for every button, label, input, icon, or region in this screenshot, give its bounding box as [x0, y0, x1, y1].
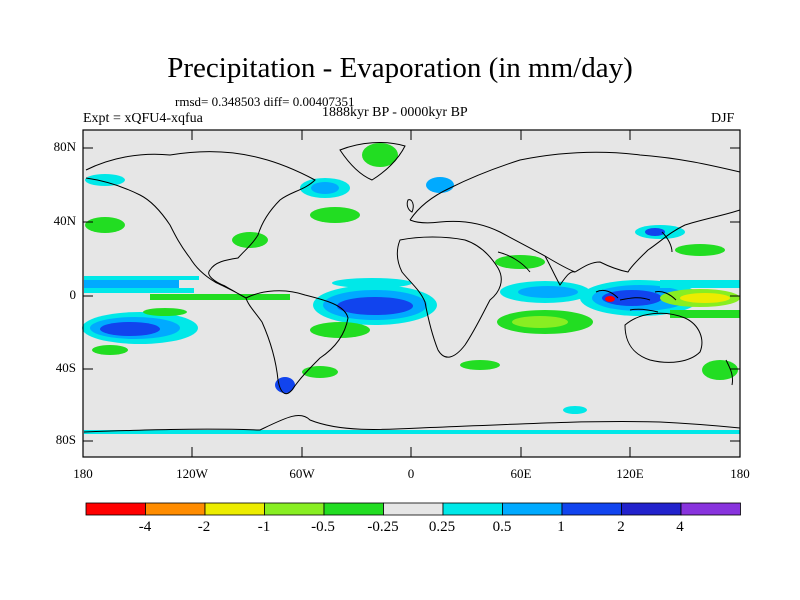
patch-south-pacific-core: [100, 322, 160, 336]
patch-south-pacific-green: [143, 308, 187, 316]
colorbar-label: -4: [138, 519, 152, 535]
colorbar-box: [561, 502, 622, 516]
patch-west-pacific-green: [670, 310, 740, 318]
lon-label-180e: 180: [730, 466, 750, 481]
patch-nw-pacific-green: [675, 244, 725, 256]
patch-antarctic-cyan: [84, 430, 740, 434]
lat-label-40s: 40S: [55, 360, 76, 375]
colorbar-box: [442, 502, 503, 516]
patch-atlantic-cyan: [332, 278, 412, 288]
patch-indian-lightgreen: [512, 316, 568, 328]
lat-label-0: 0: [69, 287, 77, 302]
stats-text: rmsd= 0.348503 diff= 0.00407351: [175, 94, 355, 109]
lon-label-60w: 60W: [289, 466, 315, 481]
patch-patagonia-blue: [275, 377, 295, 393]
colorbar-box: [383, 502, 444, 516]
colorbar-label: 4: [676, 519, 684, 535]
patch-greenland-green: [362, 143, 398, 167]
patch-atlantic-green: [310, 322, 370, 338]
lon-label-180w: 180: [73, 466, 93, 481]
colorbar-label: 0.25: [428, 519, 456, 535]
patch-pacific-band-edge2: [84, 288, 194, 293]
colorbar-label: -1: [257, 519, 271, 535]
patch-pacific-band: [84, 279, 179, 288]
lon-label-0: 0: [407, 466, 415, 481]
patch-west-pacific-yellow-core: [680, 293, 730, 303]
colorbar-label: 1: [557, 519, 565, 535]
lon-tick-marks: [191, 130, 631, 457]
patch-us-green: [232, 232, 268, 248]
lat-label-80n: 80N: [53, 139, 76, 154]
lon-label-120w: 120W: [176, 466, 208, 481]
patch-nw-pacific-blue: [645, 228, 665, 236]
patch-southern-cyan: [563, 406, 587, 414]
patch-south-atlantic-green: [302, 366, 338, 378]
patch-maritime-red: [605, 296, 615, 302]
colorbar-box: [621, 502, 682, 516]
colorbar-box: [323, 502, 384, 516]
coastlines: [83, 142, 741, 433]
patch-south-pacific-green2: [92, 345, 128, 355]
map-title: Precipitation - Evaporation (in mm/day): [167, 52, 633, 84]
colorbar-label: -2: [197, 519, 211, 535]
colorbar-box: [264, 502, 325, 516]
colorbar-label: -0.5: [311, 519, 335, 535]
colorbar-label: 0.5: [492, 519, 512, 535]
lon-label-60e: 60E: [510, 466, 532, 481]
patch-atlantic-core: [337, 297, 413, 315]
colorbar-box: [85, 502, 146, 516]
colorbar-box: [502, 502, 563, 516]
experiment-label: Expt = xQFU4-xqfua: [83, 111, 203, 126]
colorbar-box: [145, 502, 206, 516]
patch-pacific-north-green: [85, 217, 125, 233]
patch-south-indian-green: [460, 360, 500, 370]
patch-north-atlantic-blue: [311, 182, 339, 194]
patch-norway-blue: [426, 177, 454, 193]
patch-pacific-band-edge: [84, 276, 199, 280]
colorbar: [85, 502, 741, 516]
colorbar-label: 2: [617, 519, 625, 535]
lat-tick-marks: [83, 147, 740, 442]
patch-alaska-cyan: [85, 174, 125, 186]
season-label: DJF: [711, 111, 735, 126]
patch-north-atlantic-green: [310, 207, 360, 223]
lon-label-120e: 120E: [616, 466, 644, 481]
lat-label-40n: 40N: [53, 213, 76, 228]
patch-pacific-dry-strip: [150, 294, 290, 300]
colorbar-label: -0.25: [367, 519, 399, 535]
patch-west-pacific-cyan: [660, 280, 740, 288]
patch-indian-wet-core: [518, 286, 578, 298]
colorbar-box: [204, 502, 265, 516]
lat-label-80s: 80S: [55, 432, 76, 447]
colorbar-box: [680, 502, 741, 516]
period-label: 1888kyr BP - 0000kyr BP: [322, 105, 468, 120]
